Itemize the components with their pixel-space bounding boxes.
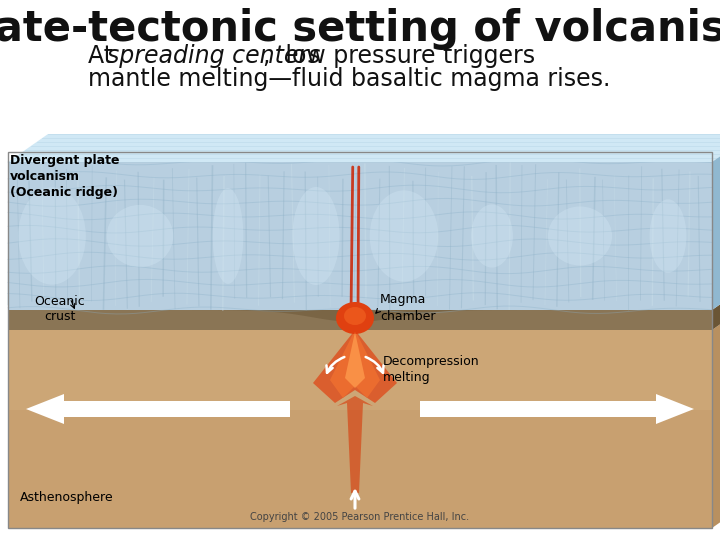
Text: Asthenosphere: Asthenosphere	[20, 491, 114, 504]
Polygon shape	[420, 394, 694, 424]
Text: Oceanic
crust: Oceanic crust	[35, 295, 86, 323]
Polygon shape	[712, 282, 720, 330]
Polygon shape	[712, 302, 720, 528]
Polygon shape	[8, 162, 712, 310]
Polygon shape	[345, 332, 365, 388]
Polygon shape	[712, 134, 720, 310]
Polygon shape	[330, 330, 380, 398]
Ellipse shape	[471, 205, 513, 267]
Polygon shape	[8, 330, 712, 410]
Text: Magma
chamber: Magma chamber	[380, 294, 436, 322]
Ellipse shape	[370, 191, 438, 281]
Text: Copyright © 2005 Pearson Prentice Hall, Inc.: Copyright © 2005 Pearson Prentice Hall, …	[251, 512, 469, 522]
Polygon shape	[8, 330, 712, 528]
Text: Divergent plate
volcanism
(Oceanic ridge): Divergent plate volcanism (Oceanic ridge…	[10, 154, 120, 199]
Ellipse shape	[336, 302, 374, 334]
Text: Decompression
melting: Decompression melting	[383, 355, 480, 384]
Ellipse shape	[18, 187, 86, 285]
Ellipse shape	[649, 199, 686, 273]
Ellipse shape	[212, 188, 243, 284]
Ellipse shape	[292, 187, 340, 285]
Text: mantle melting—fluid basaltic magma rises.: mantle melting—fluid basaltic magma rise…	[88, 67, 611, 91]
Polygon shape	[8, 310, 712, 330]
Ellipse shape	[548, 206, 612, 266]
Polygon shape	[8, 310, 712, 330]
Text: Plate-tectonic setting of volcanism: Plate-tectonic setting of volcanism	[0, 8, 720, 50]
Text: spreading centers: spreading centers	[107, 44, 320, 68]
Ellipse shape	[107, 205, 174, 267]
Text: At: At	[88, 44, 121, 68]
Polygon shape	[313, 330, 397, 403]
Polygon shape	[8, 134, 720, 162]
Polygon shape	[337, 396, 373, 493]
Text: ,  low pressure triggers: , low pressure triggers	[263, 44, 535, 68]
Polygon shape	[26, 394, 290, 424]
Ellipse shape	[344, 307, 366, 325]
